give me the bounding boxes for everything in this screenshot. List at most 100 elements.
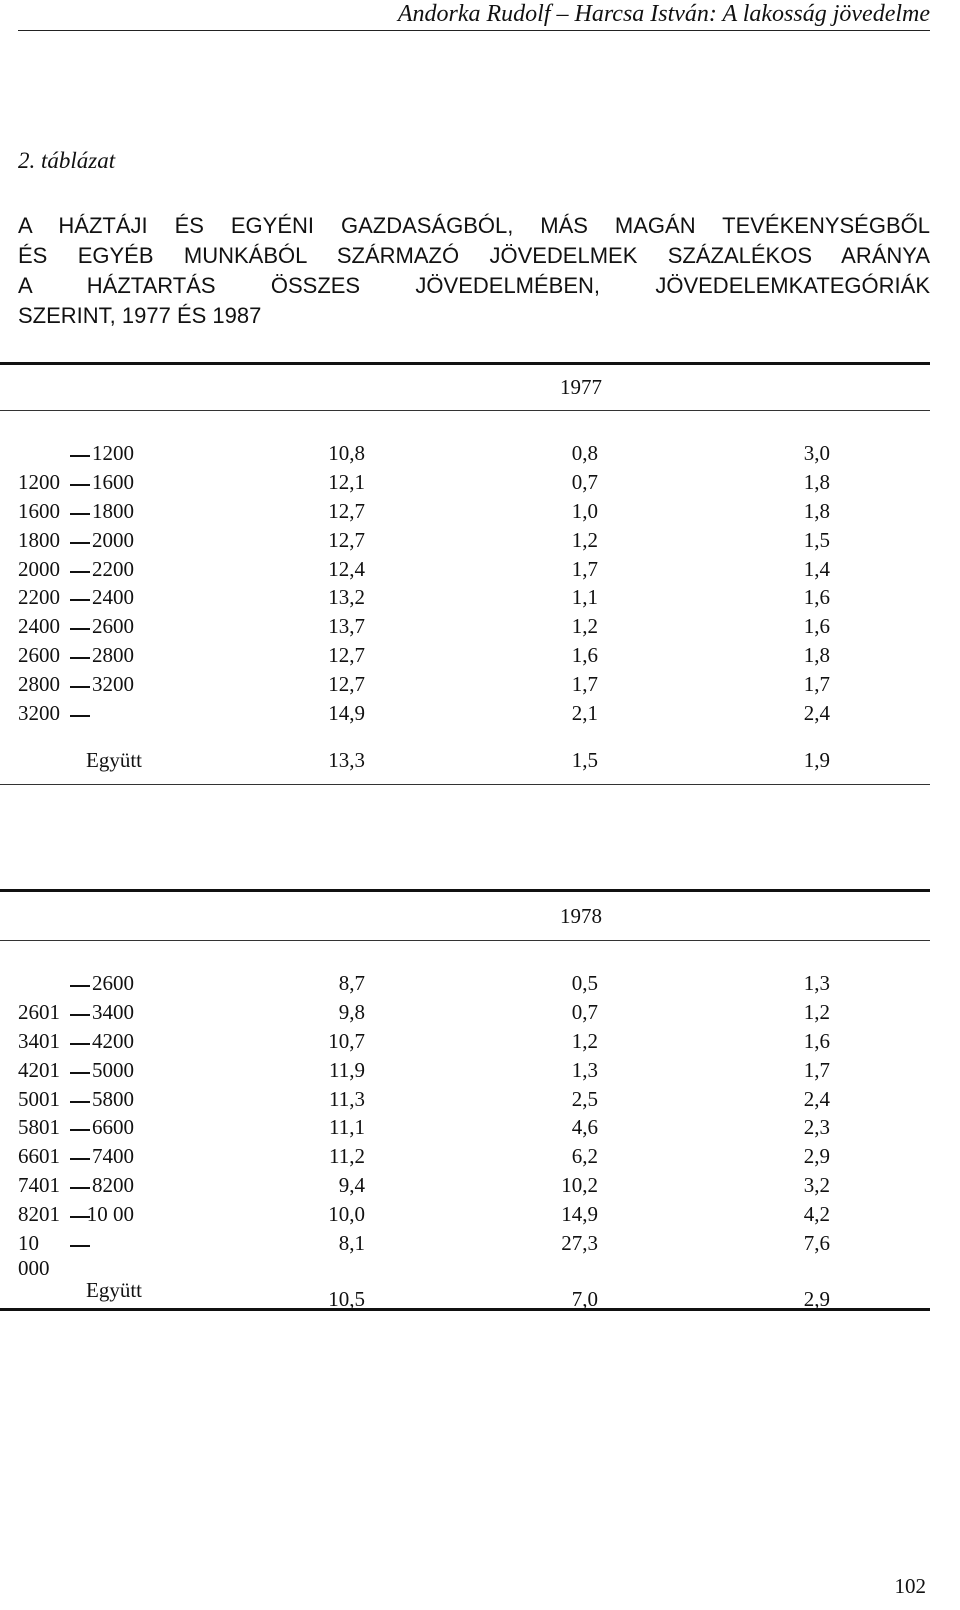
total-value-3: 1,9: [803, 748, 830, 772]
section2-bottom-rule: [0, 1308, 930, 1311]
range-high: 2200: [92, 556, 134, 581]
table-row: 2600 8,7 0,5 1,3: [0, 971, 930, 1000]
title-line: SZERINT, 1977 ÉS 1987: [18, 303, 262, 328]
range-high: 4200: [92, 1028, 134, 1053]
value-col-3: 1,3: [803, 971, 830, 995]
range-high: 7400: [92, 1144, 134, 1169]
title-line: A HÁZTARTÁS ÖSSZES JÖVEDELMÉBEN, JÖVEDEL…: [18, 273, 930, 298]
range-dash: [70, 686, 90, 689]
range-high: 2000: [92, 527, 134, 552]
value-col-3: 1,4: [803, 556, 830, 581]
section1-bottom-rule: [0, 784, 930, 785]
total-value-3: 2,9: [803, 1287, 830, 1311]
value-col-1: 9,8: [338, 999, 365, 1024]
value-col-3: 1,6: [803, 1028, 830, 1053]
value-col-1: 9,4: [338, 1173, 365, 1198]
range-low: 1800: [18, 527, 60, 552]
range-low: 2800: [18, 672, 60, 697]
value-col-1: 11,1: [329, 1115, 365, 1140]
value-col-1: 14,9: [328, 701, 365, 726]
value-col-2: 1,2: [571, 614, 598, 639]
value-col-2: 1,0: [571, 498, 598, 523]
value-col-2: 2,1: [571, 701, 598, 726]
table-row: 1600 1800 12,7 1,0 1,8: [0, 499, 930, 528]
value-col-2: 1,7: [571, 672, 598, 697]
value-col-2: 0,7: [571, 469, 598, 494]
value-col-1: 11,9: [329, 1057, 365, 1082]
value-col-2: 1,3: [571, 1057, 598, 1082]
range-dash: [70, 599, 90, 602]
value-col-3: 1,8: [803, 643, 830, 668]
section2-year: 1978: [560, 904, 602, 928]
value-col-1: 12,7: [328, 672, 365, 697]
table-row: 1800 2000 12,7 1,2 1,5: [0, 528, 930, 557]
range-high: 2400: [92, 585, 134, 610]
table-row: 2601 3400 9,8 0,7 1,2: [0, 1000, 930, 1029]
range-low: 10 000: [18, 1231, 50, 1281]
table-row: 1200 1600 12,1 0,7 1,8: [0, 470, 930, 499]
table-row: 2600 2800 12,7 1,6 1,8: [0, 643, 930, 672]
value-col-1: 10,0: [328, 1202, 365, 1227]
range-high: 1800: [92, 498, 134, 523]
range-dash: [70, 483, 90, 486]
range-dash: [70, 1100, 90, 1103]
value-col-2: 2,5: [571, 1086, 598, 1111]
range-dash: [70, 1158, 90, 1161]
range-high: 2800: [92, 643, 134, 668]
range-dash: [70, 1071, 90, 1074]
range-low: 8201: [18, 1202, 60, 1227]
value-col-2: 10,2: [561, 1173, 598, 1198]
value-col-1: 10,7: [328, 1028, 365, 1053]
section1-header-rule: [0, 410, 930, 411]
value-col-3: 1,7: [803, 1057, 830, 1082]
range-high: 8200: [92, 1173, 134, 1198]
value-col-3: 1,6: [803, 614, 830, 639]
range-low: 7401: [18, 1173, 60, 1198]
table-row: 2200 2400 13,2 1,1 1,6: [0, 585, 930, 614]
table-row: 2400 2600 13,7 1,2 1,6: [0, 614, 930, 643]
value-col-1: 13,7: [328, 614, 365, 639]
value-col-3: 2,4: [803, 1086, 830, 1111]
value-col-3: 2,3: [803, 1115, 830, 1140]
range-high: 6600: [92, 1115, 134, 1140]
value-col-1: 12,7: [328, 643, 365, 668]
range-low: 2200: [18, 585, 60, 610]
range-low: 5001: [18, 1086, 60, 1111]
value-col-1: 12,7: [328, 527, 365, 552]
value-col-2: 1,2: [571, 1028, 598, 1053]
range-dash: [70, 985, 90, 987]
section1-rows: 1200 10,8 0,8 3,0 1200 1600 12,1 0,7 1,8 1600 1800…: [0, 441, 930, 730]
range-high: 2600: [92, 614, 134, 639]
range-low: 3401: [18, 1028, 60, 1053]
range-high: 1200: [92, 441, 134, 465]
value-col-2: 1,2: [571, 527, 598, 552]
table-row: 5001 5800 11,3 2,5 2,4: [0, 1087, 930, 1116]
value-col-1: 8,1: [338, 1231, 365, 1256]
header-rule: [18, 30, 930, 31]
table-row: 4201 5000 11,9 1,3 1,7: [0, 1058, 930, 1087]
value-col-1: 13,2: [328, 585, 365, 610]
range-dash: [70, 715, 90, 718]
value-col-3: 3,2: [803, 1173, 830, 1198]
range-dash: [70, 512, 90, 515]
range-high: 10 00: [86, 1202, 134, 1227]
range-dash: [70, 455, 90, 457]
range-dash: [70, 657, 90, 660]
section1-total-row: Együtt 13,3 1,5 1,9: [0, 748, 930, 776]
table-row: 3200 14,9 2,1 2,4: [0, 701, 930, 730]
range-dash: [70, 628, 90, 631]
value-col-2: 1,6: [571, 643, 598, 668]
table-row: 2000 2200 12,4 1,7 1,4: [0, 557, 930, 586]
table-title: A HÁZTÁJI ÉS EGYÉNI GAZDASÁGBÓL, MÁS MAG…: [18, 211, 930, 331]
table-row: 6601 7400 11,2 6,2 2,9: [0, 1144, 930, 1173]
title-line: ÉS EGYÉB MUNKÁBÓL SZÁRMAZÓ JÖVEDELMEK SZ…: [18, 243, 930, 268]
value-col-1: 12,7: [328, 498, 365, 523]
table-row: 5801 6600 11,1 4,6 2,3: [0, 1115, 930, 1144]
value-col-1: 12,1: [328, 469, 365, 494]
value-col-3: 4,2: [803, 1202, 830, 1227]
section2-rows: 2600 8,7 0,5 1,3 2601 3400 9,8 0,7 1,2 3401 4200 10…: [0, 971, 930, 1280]
range-low: 5801: [18, 1115, 60, 1140]
page-number: 102: [894, 1574, 927, 1598]
range-low: 1600: [18, 498, 60, 523]
total-label: Együtt: [86, 748, 142, 772]
